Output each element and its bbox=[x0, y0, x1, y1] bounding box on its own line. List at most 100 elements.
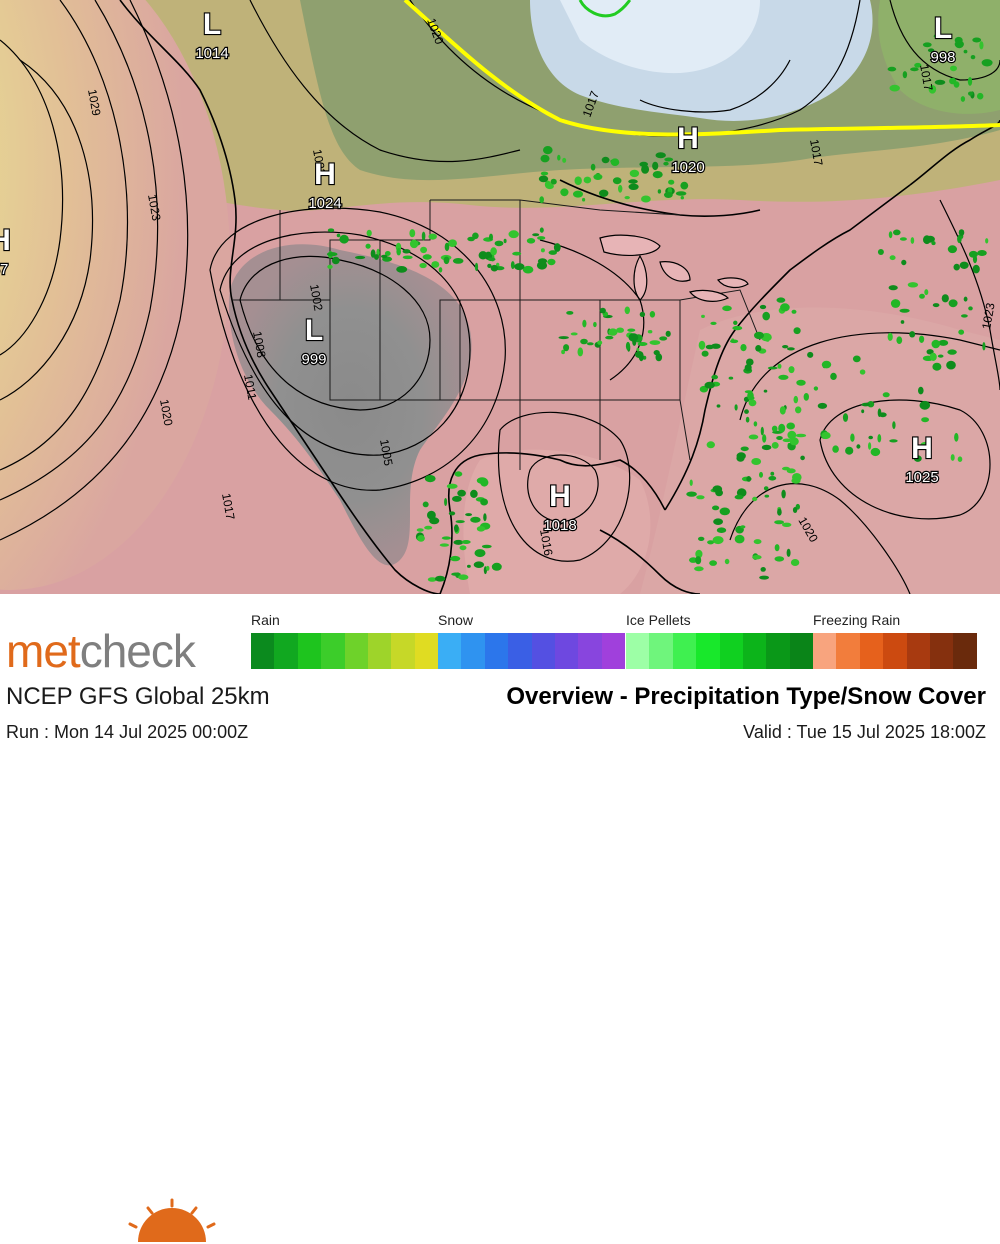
precip-cell bbox=[712, 505, 720, 511]
pressure-centers: L 1014 L 998 H 1024 H 1020 L 999 H 1018 H 1025 H 37 bbox=[0, 7, 957, 535]
precip-cell bbox=[832, 445, 839, 453]
pressure-center-value: 1020 bbox=[671, 159, 704, 176]
precip-cell bbox=[937, 354, 944, 358]
precip-cell bbox=[327, 264, 333, 269]
precip-cell bbox=[458, 574, 469, 580]
precip-cell bbox=[327, 228, 335, 232]
precip-cell bbox=[448, 239, 457, 247]
precip-cell bbox=[707, 540, 715, 545]
precip-cell bbox=[491, 562, 502, 571]
precip-cell bbox=[752, 555, 762, 560]
precip-cell bbox=[538, 175, 549, 183]
precip-cell bbox=[979, 41, 984, 50]
precip-cell bbox=[478, 251, 488, 260]
precip-cell bbox=[946, 360, 956, 370]
precip-cell bbox=[740, 446, 749, 452]
precip-cell bbox=[791, 309, 797, 314]
isobar-label: 1008 bbox=[250, 330, 268, 359]
pressure-center-value: 999 bbox=[301, 351, 326, 368]
precip-cell bbox=[336, 233, 341, 238]
precip-cell bbox=[582, 319, 587, 328]
precip-cell bbox=[959, 261, 969, 269]
high-pressure-center: H 1025 bbox=[904, 431, 940, 487]
precip-cell bbox=[474, 262, 479, 272]
precip-cell bbox=[558, 336, 569, 340]
precip-cell bbox=[641, 165, 650, 174]
precip-cell bbox=[444, 498, 448, 506]
metcheck-logo: metcheck bbox=[6, 628, 196, 674]
legend-snow-swatch bbox=[601, 633, 626, 669]
isobar-label: 1017 bbox=[219, 492, 237, 521]
valid-time: Valid : Tue 15 Jul 2025 18:00Z bbox=[743, 722, 986, 742]
precip-cell bbox=[420, 246, 428, 254]
precip-cell bbox=[652, 161, 659, 171]
pressure-center-value: 37 bbox=[0, 261, 8, 278]
precip-cell bbox=[701, 350, 709, 357]
precip-cell bbox=[454, 524, 459, 533]
legend-snow-swatch bbox=[554, 633, 579, 669]
precip-cell bbox=[639, 311, 646, 318]
precip-cell bbox=[453, 539, 464, 545]
precip-cell bbox=[868, 435, 873, 440]
precip-cell bbox=[719, 507, 730, 516]
precip-cell bbox=[689, 479, 693, 486]
precip-cell bbox=[384, 251, 391, 256]
precip-cell bbox=[985, 238, 989, 244]
precip-cell bbox=[710, 321, 717, 325]
precip-cell bbox=[339, 234, 349, 244]
precip-cell bbox=[686, 491, 697, 497]
precip-cell bbox=[540, 154, 550, 163]
precip-cell bbox=[795, 406, 802, 414]
precip-cell bbox=[695, 549, 703, 559]
precip-cell bbox=[659, 336, 668, 341]
precip-cell bbox=[582, 197, 586, 202]
pressure-center-letter: L bbox=[305, 314, 323, 347]
legend-ice-swatch bbox=[766, 633, 790, 669]
freezing-line bbox=[403, 0, 1000, 137]
precip-cell bbox=[402, 255, 413, 260]
precip-cell bbox=[882, 392, 890, 398]
precip-cell bbox=[532, 233, 540, 237]
precip-cell bbox=[452, 258, 464, 264]
precip-cell bbox=[734, 404, 738, 411]
precip-cell bbox=[577, 347, 584, 357]
precip-cell bbox=[490, 264, 499, 272]
precip-cell bbox=[861, 409, 865, 414]
precip-cell bbox=[331, 256, 340, 265]
precip-cell bbox=[920, 441, 932, 447]
map-canvas: 1020 1029 1023 1023 1017 1002 1008 1011 1020 1017… bbox=[0, 0, 1000, 594]
pressure-center-value: 1024 bbox=[308, 195, 341, 212]
state-borders bbox=[232, 199, 761, 470]
precip-cell bbox=[711, 374, 718, 380]
precip-cell bbox=[655, 152, 666, 159]
precip-cell bbox=[768, 476, 777, 481]
precip-cell bbox=[668, 179, 675, 185]
precip-cell bbox=[489, 233, 493, 241]
precip-cell bbox=[562, 157, 567, 163]
precip-cell bbox=[586, 342, 594, 346]
thermal-low-grey bbox=[229, 244, 472, 566]
precip-cell bbox=[427, 577, 437, 582]
precip-cell bbox=[628, 333, 639, 342]
precip-cell bbox=[877, 408, 882, 418]
precip-cell bbox=[777, 363, 782, 369]
precip-cell bbox=[787, 442, 791, 450]
precip-cell bbox=[680, 181, 689, 190]
precip-cell bbox=[636, 347, 640, 352]
legend-freezing-swatch bbox=[836, 633, 860, 669]
precip-cell bbox=[553, 243, 561, 252]
legend-rain-bar bbox=[251, 633, 462, 669]
precip-cell bbox=[967, 77, 973, 86]
precip-cell bbox=[402, 249, 411, 254]
precip-cell bbox=[933, 33, 942, 39]
precip-cell bbox=[782, 522, 792, 527]
precip-cell bbox=[711, 343, 721, 349]
precip-cell bbox=[859, 369, 866, 375]
precip-cell bbox=[675, 191, 687, 196]
precip-cell bbox=[422, 254, 432, 260]
precip-cell bbox=[755, 345, 762, 352]
precip-cell bbox=[795, 433, 807, 438]
legend-snow-swatch bbox=[531, 633, 555, 669]
legend-rain: Rain bbox=[251, 612, 462, 669]
precip-cell bbox=[748, 434, 759, 440]
